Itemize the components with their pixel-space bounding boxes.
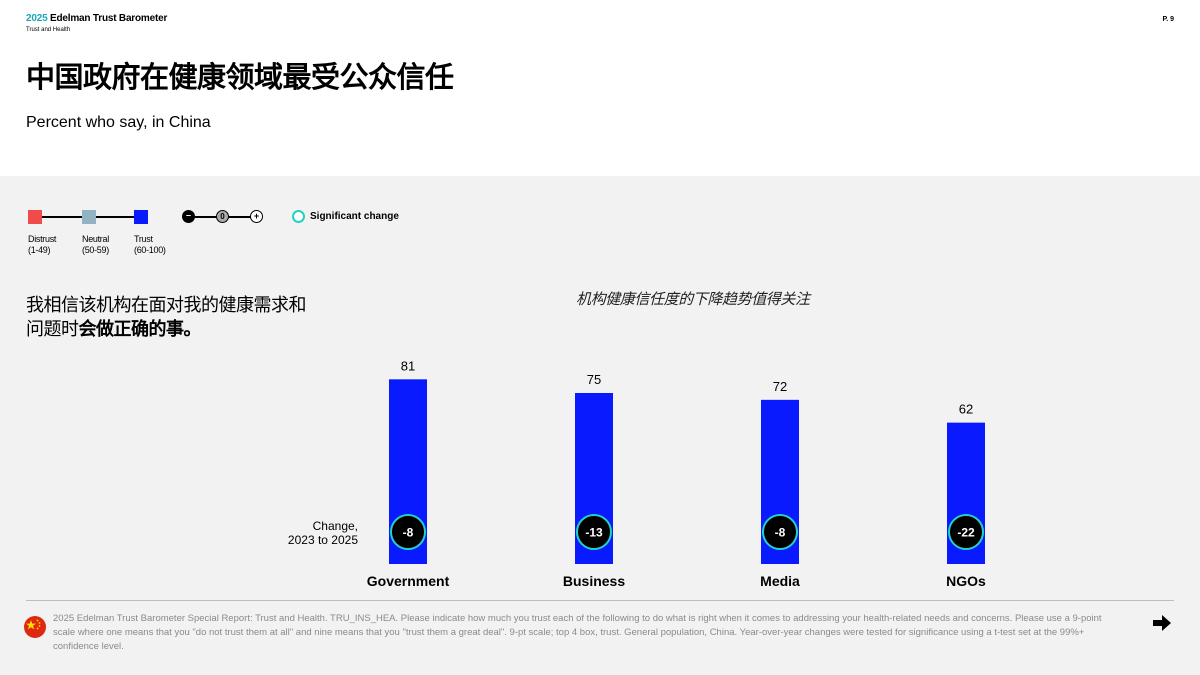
change-circle <box>576 514 612 550</box>
change-value-label: -13 <box>585 526 603 540</box>
change-value-label: -8 <box>775 526 786 540</box>
category-label: Business <box>563 573 625 589</box>
legend-positive-circle: + <box>250 210 263 223</box>
legend-neutral-label: Neutral (50-59) <box>82 234 109 255</box>
legend-distrust-label: Distrust (1-49) <box>28 234 57 255</box>
category-label: Media <box>760 573 800 589</box>
change-circle <box>390 514 426 550</box>
change-value-label: -8 <box>403 526 414 540</box>
bar-value-label: 62 <box>959 402 973 417</box>
question-text: 我相信该机构在面对我的健康需求和 问题时会做正确的事。 <box>26 295 307 340</box>
page-title: 中国政府在健康领域最受公众信任 <box>26 60 454 94</box>
trend-annotation: 机构健康信任度的下降趋势值得关注 <box>576 290 810 308</box>
legend-significant-label: Significant change <box>310 211 399 222</box>
footnote: 2025 Edelman Trust Barometer Special Rep… <box>53 613 1102 652</box>
legend-zero-circle: 0 <box>216 210 229 223</box>
change-value-label: -22 <box>957 526 975 540</box>
bar-value-label: 75 <box>587 372 601 387</box>
category-label: Government <box>367 573 450 589</box>
legend-significant-circle <box>292 210 305 223</box>
legend: Distrust (1-49) Neutral (50-59) Trust (60-1… <box>26 208 446 268</box>
legend-distrust-swatch <box>28 210 42 224</box>
legend-trust-label: Trust (60-100) <box>134 234 166 255</box>
header-brand: 2025 Edelman Trust Barometer <box>26 13 168 24</box>
next-arrow-icon[interactable] <box>1151 612 1173 639</box>
header-subtitle: Trust and Health <box>26 27 71 33</box>
legend-negative-circle: – <box>182 210 195 223</box>
change-circle <box>762 514 798 550</box>
footer-divider <box>26 600 1174 601</box>
bar-value-label: 72 <box>773 379 787 394</box>
change-circle <box>948 514 984 550</box>
change-label: Change, 2023 to 2025 <box>287 519 358 547</box>
legend-neutral-swatch <box>82 210 96 224</box>
page-subtitle: Percent who say, in China <box>26 114 211 131</box>
page-number: P. 9 <box>1162 16 1174 23</box>
legend-trust-swatch <box>134 210 148 224</box>
category-label: NGOs <box>946 573 986 589</box>
bar-value-label: 81 <box>401 358 415 373</box>
china-flag-icon <box>24 616 46 638</box>
